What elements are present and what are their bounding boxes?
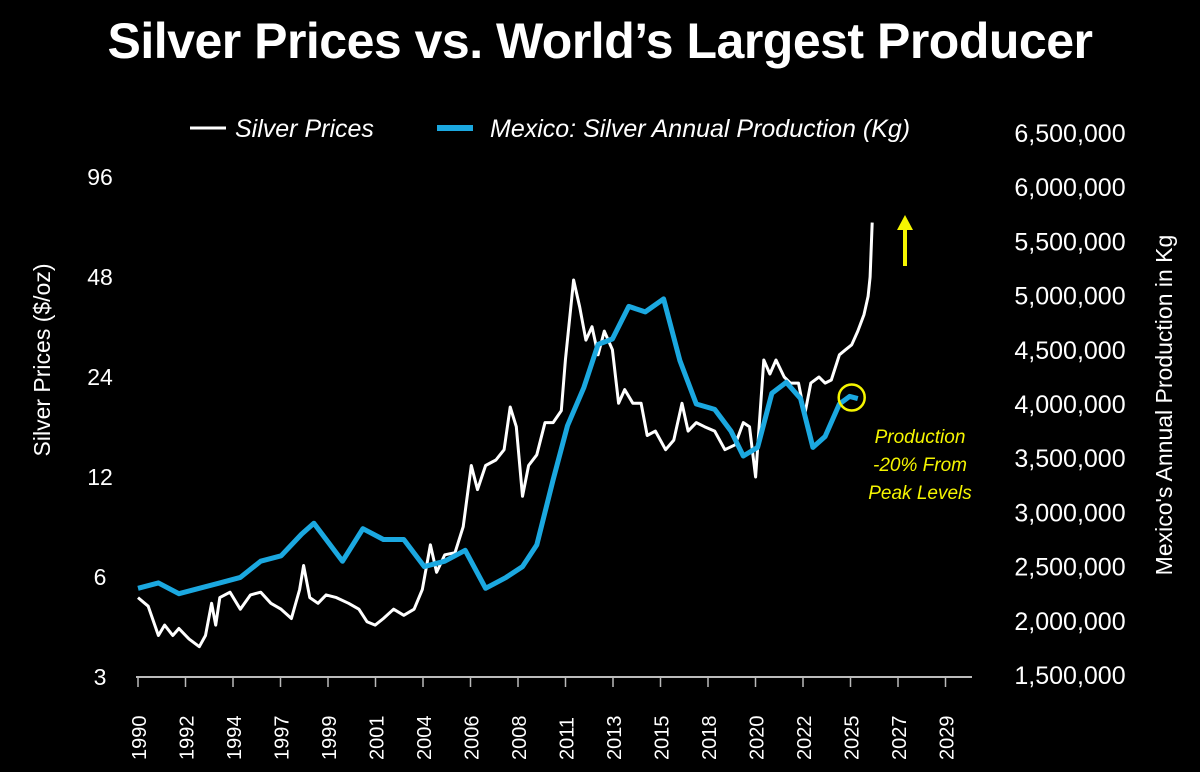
x-tick-label: 1997 (272, 716, 294, 761)
x-tick-label: 2022 (794, 716, 816, 761)
x-tick-label: 2025 (842, 716, 864, 761)
y-left-axis-label: Silver Prices ($/oz) (29, 264, 55, 457)
x-tick-label: 2013 (604, 716, 626, 761)
x-tick-label: 1999 (319, 716, 341, 761)
y-left-tick-label: 48 (87, 264, 113, 290)
y-left-tick-label: 96 (87, 164, 113, 190)
y-right-tick-label: 6,000,000 (1014, 174, 1125, 202)
y-right-tick-label: 5,000,000 (1014, 283, 1125, 311)
y-left-tick-label: 24 (87, 364, 113, 390)
x-tick-label: 2011 (557, 717, 579, 760)
mexico-production-line (137, 296, 859, 597)
y-right-tick-label: 1,500,000 (1014, 662, 1125, 690)
y-right-tick-label: 4,000,000 (1014, 391, 1125, 419)
y-right-tick-label: 2,000,000 (1014, 608, 1125, 636)
x-tick-label: 2006 (462, 716, 484, 761)
y-right-tick-label: 2,500,000 (1014, 554, 1125, 582)
annotation-text: Production (875, 427, 966, 448)
annotation-text: Peak Levels (868, 483, 972, 504)
x-tick-label: 2004 (414, 716, 436, 761)
chart-title: Silver Prices vs. World’s Largest Produc… (107, 13, 1093, 69)
y-right-tick-label: 3,500,000 (1014, 445, 1125, 473)
y-right-tick-label: 3,000,000 (1014, 499, 1125, 527)
up-arrow-icon (897, 215, 913, 230)
y-right-tick-label: 6,500,000 (1014, 120, 1125, 148)
legend-label-mexico: Mexico: Silver Annual Production (Kg) (490, 115, 910, 143)
legend-label-silver: Silver Prices (235, 115, 374, 143)
x-tick-label: 1994 (224, 716, 246, 761)
y-right-axis-label: Mexico's Annual Production in Kg (1151, 235, 1177, 576)
y-right-tick-label: 4,500,000 (1014, 337, 1125, 365)
annotation-text: -20% From (873, 455, 967, 476)
y-left-tick-label: 12 (87, 464, 113, 490)
y-left-tick-label: 3 (94, 664, 107, 690)
x-tick-label: 2018 (699, 716, 721, 761)
y-left-tick-label: 6 (94, 564, 107, 590)
x-tick-label: 2001 (367, 716, 389, 761)
x-tick-label: 2029 (937, 716, 959, 761)
x-tick-label: 2015 (652, 716, 674, 761)
x-tick-label: 1990 (129, 716, 151, 761)
x-tick-label: 1992 (177, 716, 199, 761)
x-tick-label: 2020 (747, 716, 769, 761)
y-right-tick-label: 5,500,000 (1014, 228, 1125, 256)
x-tick-label: 2008 (509, 716, 531, 761)
highlight-circle (837, 383, 866, 412)
silver-price-line (137, 222, 874, 649)
x-tick-label: 2027 (889, 716, 911, 761)
